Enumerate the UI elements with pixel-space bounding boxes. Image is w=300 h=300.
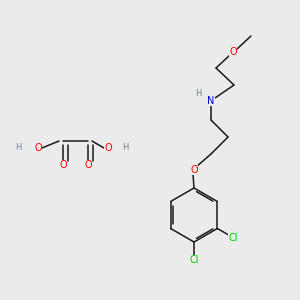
Text: H: H xyxy=(15,143,21,152)
Text: H: H xyxy=(195,89,201,98)
Text: Cl: Cl xyxy=(189,255,199,265)
Text: O: O xyxy=(59,160,67,170)
Text: O: O xyxy=(190,165,198,175)
Text: H: H xyxy=(122,143,128,152)
Text: O: O xyxy=(104,143,112,153)
Text: O: O xyxy=(84,160,92,170)
Text: O: O xyxy=(229,47,237,57)
Text: O: O xyxy=(34,143,42,153)
Text: N: N xyxy=(207,96,215,106)
Text: Cl: Cl xyxy=(228,232,238,242)
